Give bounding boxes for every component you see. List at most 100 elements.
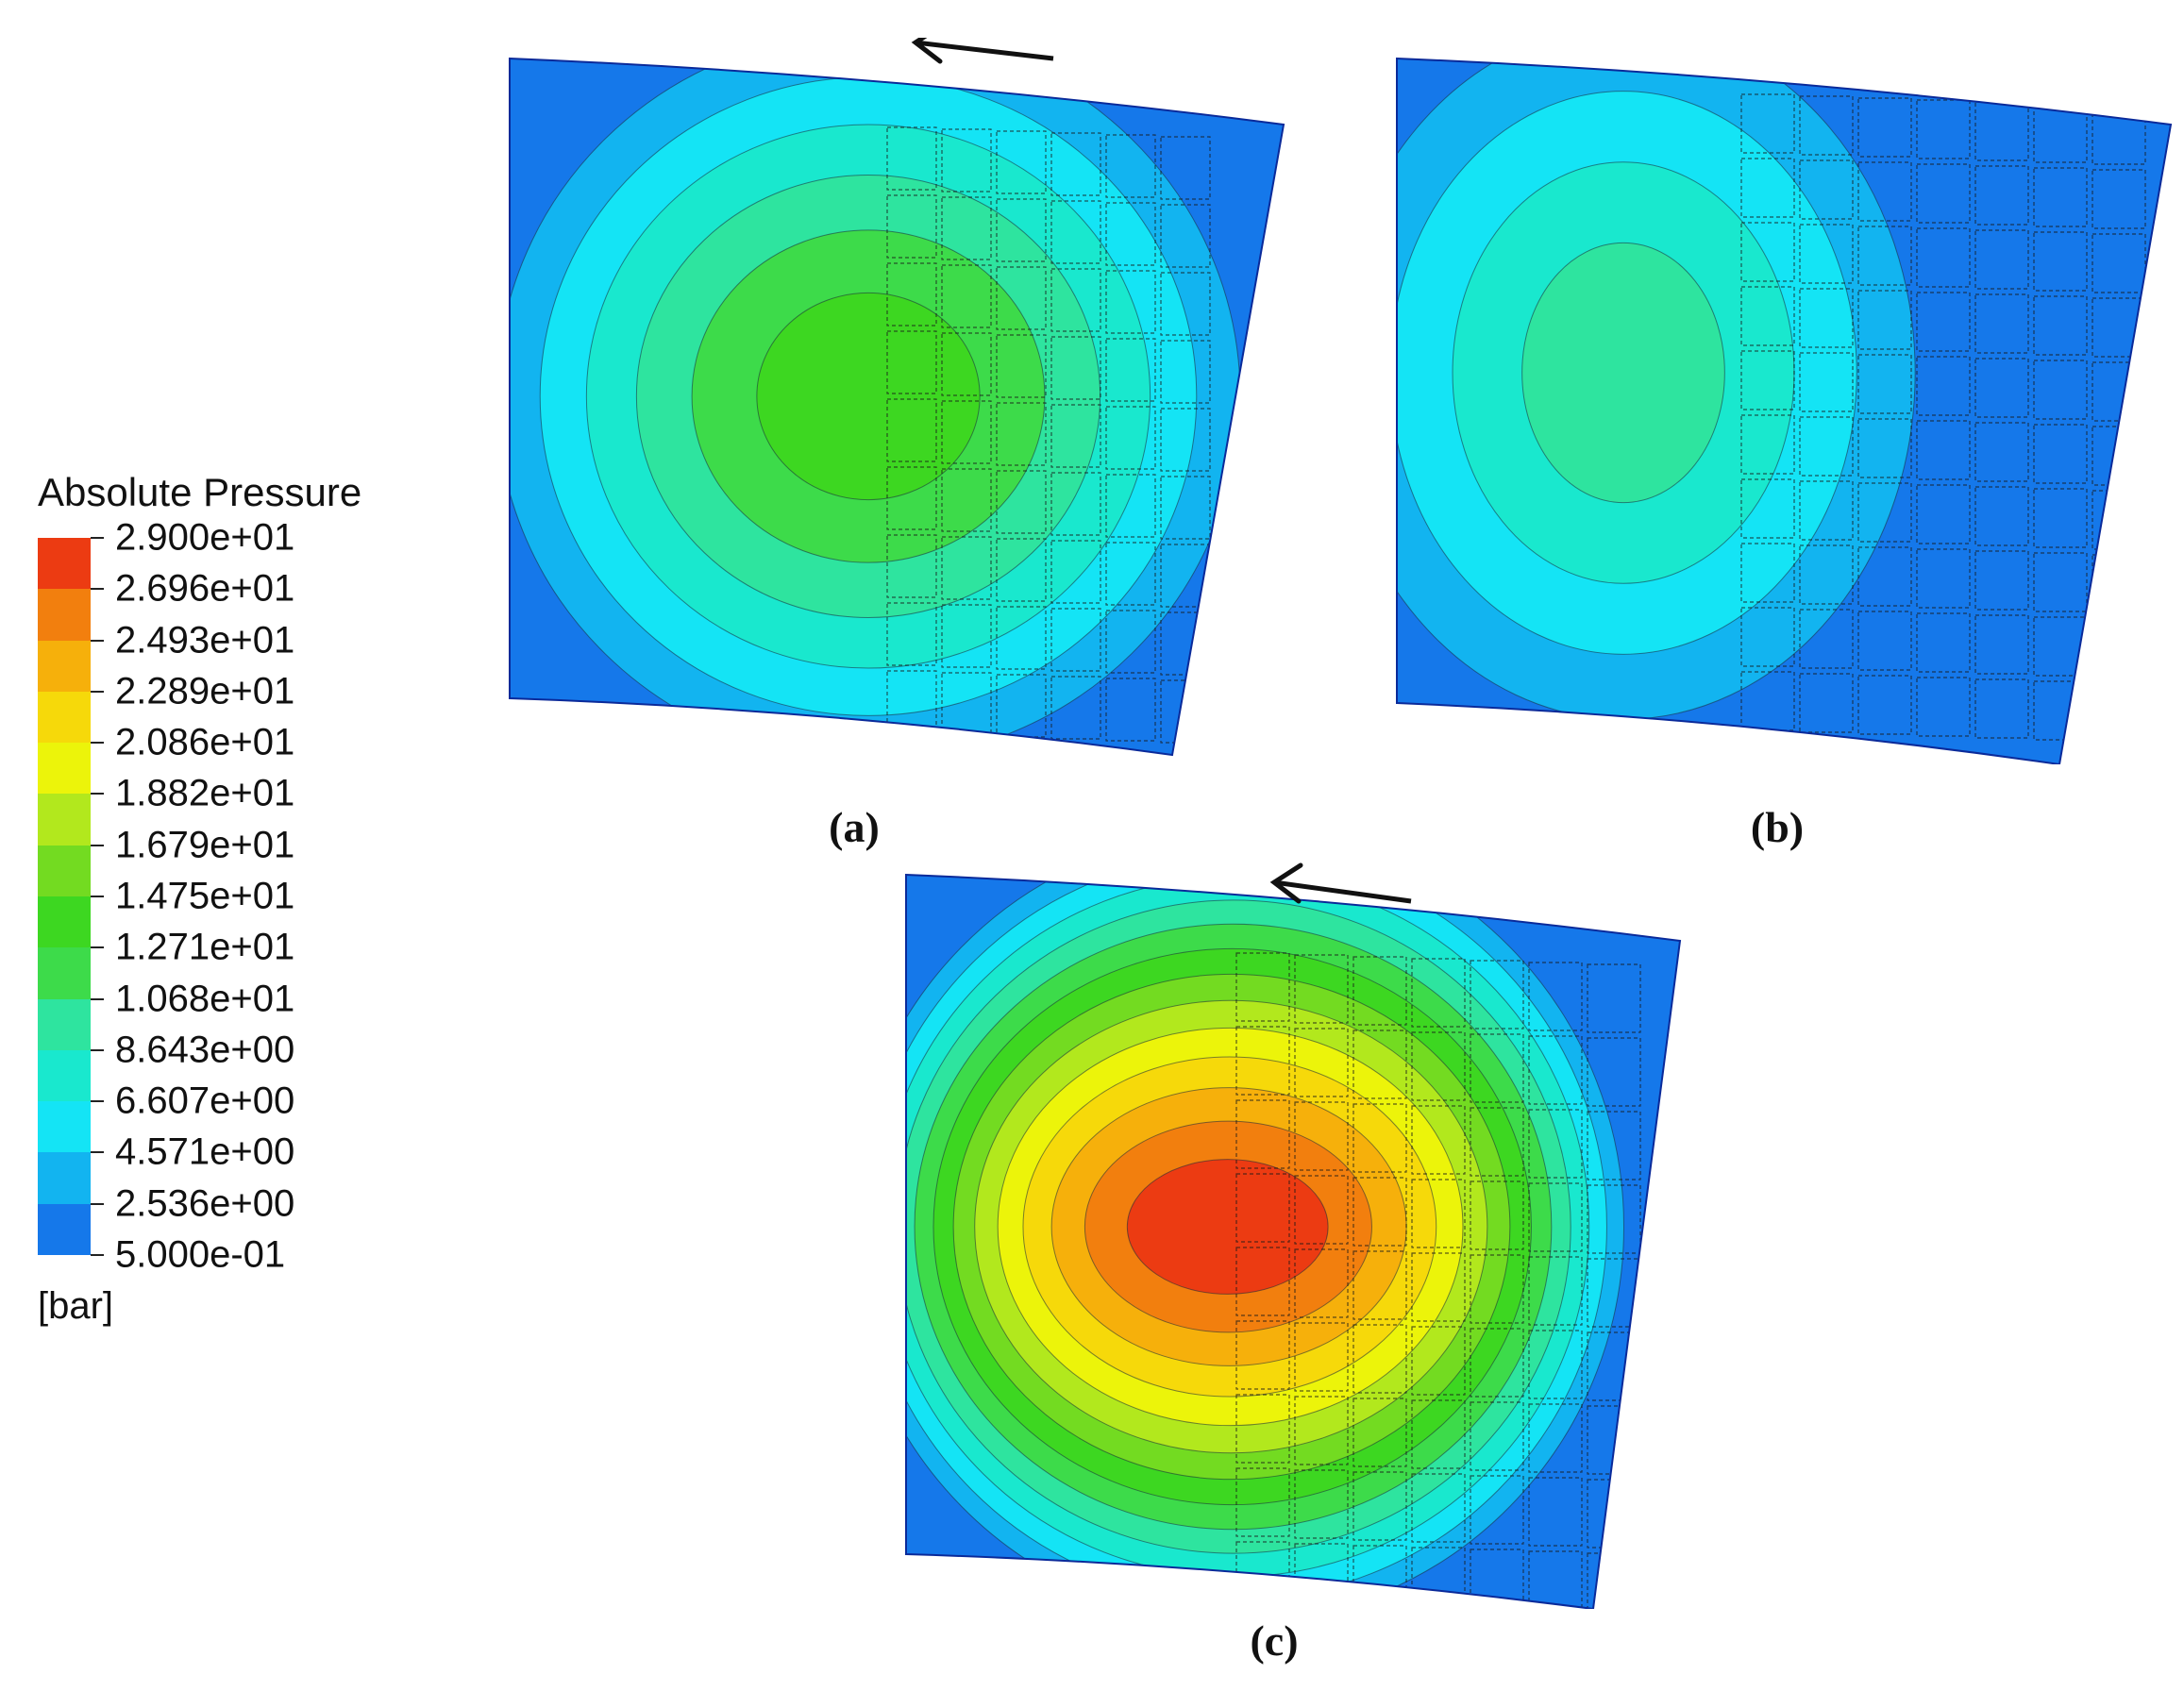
legend-level-label: 6.607e+00 (115, 1080, 295, 1122)
rotation-direction-arrow (1269, 862, 1412, 904)
dimple-cell (1916, 356, 1971, 416)
pad-outline (509, 57, 1285, 757)
dimple-cell (1294, 1028, 1349, 1097)
dimple-cell (1799, 288, 1854, 348)
dimple-cell (1857, 546, 1912, 607)
dimple-cell (941, 604, 992, 668)
dimple-cell (2092, 618, 2146, 678)
dimple-cell (1740, 478, 1795, 539)
dimple-cell (1528, 1330, 1583, 1399)
legend-swatch (38, 589, 91, 641)
legend-color-bar (38, 538, 91, 1255)
legend-tick (91, 946, 104, 949)
dimple-cell (1411, 1326, 1466, 1396)
dimple-cell (1528, 1550, 1583, 1609)
dimple-cell (1857, 161, 1912, 222)
dimple-cell (941, 536, 992, 600)
dimple-cell (1974, 358, 2029, 418)
dimple-cell (2033, 360, 2088, 420)
dimple-cell (1160, 272, 1211, 336)
legend-swatch (38, 1152, 91, 1204)
dimple-cell (1916, 292, 1971, 352)
dimple-cell (886, 534, 937, 598)
dimple-cell (996, 606, 1047, 670)
legend-level-label: 2.696e+01 (115, 567, 295, 610)
dimple-cell (1974, 550, 2029, 611)
dimple-cell (1916, 612, 1971, 673)
dimple-cell (1857, 290, 1912, 350)
legend-level-label: 5.000e-01 (115, 1233, 286, 1276)
legend-level-label: 2.086e+01 (115, 721, 295, 763)
dimple-cell (941, 128, 992, 193)
dimple-cell (1352, 1103, 1407, 1173)
dimple-cell (1587, 963, 1641, 1033)
legend-level-label: 2.536e+00 (115, 1182, 295, 1225)
dimple-cell (1916, 227, 1971, 288)
dimple-cell (1799, 480, 1854, 541)
dimple-cell (1050, 132, 1101, 196)
dimple-cell (1974, 678, 2029, 739)
dimple-cell (996, 538, 1047, 602)
legend-swatch (38, 845, 91, 896)
dimple-cell (941, 400, 992, 464)
legend-level-label: 1.271e+01 (115, 926, 295, 968)
dimple-cell (1105, 406, 1156, 470)
dimple-cell (1740, 350, 1795, 410)
panel-label-b: (b) (1750, 803, 1805, 851)
dimple-cell (1411, 1031, 1466, 1101)
dimple-cell (1160, 476, 1211, 540)
dimple-cell (1160, 136, 1211, 200)
legend-level-label: 2.493e+01 (115, 619, 295, 661)
dimple-cell (1974, 229, 2029, 290)
dimple-cell (1528, 962, 1583, 1031)
dimple-cell (1740, 543, 1795, 603)
dimple-cell (886, 330, 937, 394)
dimple-cell (1050, 200, 1101, 264)
dimple-cell (1740, 286, 1795, 346)
dimple-cell (886, 466, 937, 530)
dimple-cell (1235, 1026, 1290, 1096)
dimple-cell (886, 262, 937, 326)
dimple-cell (1857, 482, 1912, 543)
dimple-cell (1587, 1037, 1641, 1107)
dimple-cell (1352, 1177, 1407, 1247)
dimple-cell (1411, 1399, 1466, 1469)
dimple-cell (1411, 1252, 1466, 1322)
dimple-cell (1974, 486, 2029, 546)
dimple-cell (1799, 224, 1854, 284)
legend-swatch (38, 640, 91, 692)
pressure-contour-b (1396, 57, 2173, 764)
dimple-cell (1160, 340, 1211, 404)
legend-tick (91, 793, 104, 795)
dimple-cell (941, 196, 992, 260)
dimple-cell (1352, 1545, 1407, 1609)
dimple-cell (1528, 1109, 1583, 1179)
dimple-cell (996, 402, 1047, 466)
dimple-cell (2033, 488, 2088, 548)
dimple-cell (1740, 158, 1795, 218)
legend-tick (91, 1100, 104, 1103)
pressure-contour-c (905, 862, 1682, 1609)
dimple-cell (2092, 169, 2146, 229)
dimple-cell (941, 264, 992, 328)
legend-swatch (38, 1101, 91, 1153)
dimple-cell (1587, 1184, 1641, 1254)
legend-swatch (38, 538, 91, 590)
legend-level-label: 1.068e+01 (115, 978, 295, 1020)
legend-swatch (38, 1049, 91, 1102)
dimple-cell (1411, 1473, 1466, 1543)
legend-swatch (38, 794, 91, 846)
dimple-cell (1799, 609, 1854, 669)
dimple-cell (2092, 233, 2146, 293)
dimple-cell (1974, 293, 2029, 354)
pad-outline (905, 873, 1682, 1609)
dimple-cell (996, 198, 1047, 262)
dimple-cell (1105, 474, 1156, 538)
dimple-cell (1352, 956, 1407, 1026)
legend-swatch (38, 691, 91, 744)
dimple-cell (1528, 1256, 1583, 1326)
contour-band (1521, 242, 1725, 504)
dimple-cell (1916, 484, 1971, 544)
contour-band (756, 292, 981, 501)
dimple-cell (1352, 1398, 1407, 1467)
